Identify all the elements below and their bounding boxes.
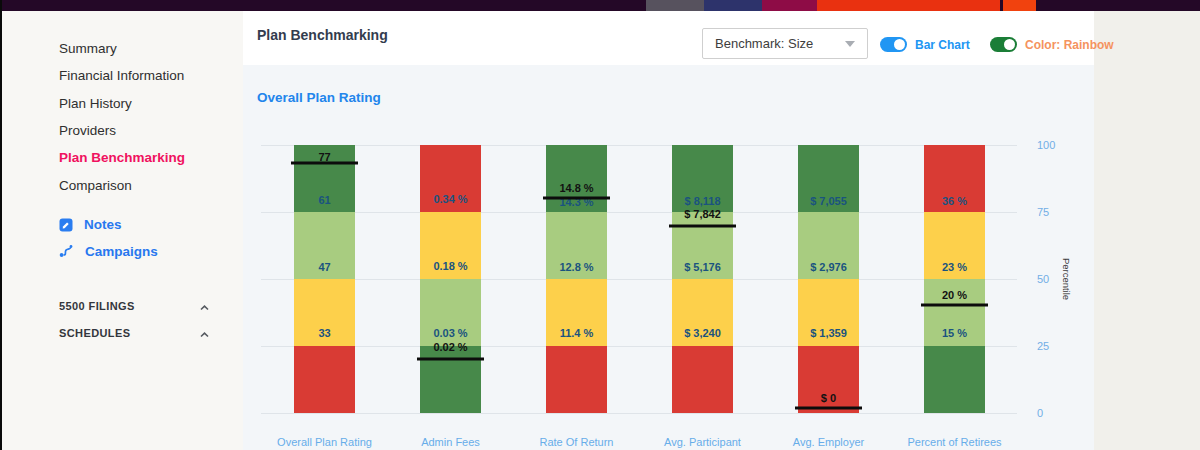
benchmark-chart-section: Overall Plan Rating Percentile 100755025…: [243, 65, 1094, 450]
plan-value-marker: [921, 303, 988, 306]
x-axis-category-label[interactable]: Avg. EmployerContributions /: [759, 435, 899, 450]
quartile-value-label: 0.03 %: [420, 327, 481, 339]
sidebar-section-schedules[interactable]: SCHEDULES: [59, 324, 209, 342]
x-axis-category-label[interactable]: Rate Of Return: [507, 435, 647, 450]
toggle-switch-icon[interactable]: [880, 37, 907, 52]
plan-value-marker: [291, 162, 358, 165]
x-axis-category-label[interactable]: Admin Fees: [381, 435, 521, 450]
segment-red-1: [817, 0, 1000, 11]
quartile-value-label: 12.8 %: [546, 261, 607, 273]
page-header: Plan Benchmarking Benchmark: Size Bar Ch…: [243, 11, 1094, 65]
benchmark-bar-rate-of-return[interactable]: 14.8 %14.3 %12.8 %11.4 %: [546, 145, 607, 413]
quartile-value-label: 11.4 %: [546, 327, 607, 339]
y-axis-tick: 25: [1037, 340, 1073, 352]
sidebar-item-plan-history[interactable]: Plan History: [59, 96, 132, 111]
sidebar-link-campaigns[interactable]: Campaigns: [59, 244, 158, 259]
quartile-segment-darkgreen: [420, 346, 481, 413]
color-rainbow-toggle-label: Color: Rainbow: [1025, 38, 1114, 52]
plan-value-label: 20 %: [924, 289, 985, 301]
chevron-up-icon: [200, 297, 209, 315]
page-title: Plan Benchmarking: [257, 27, 388, 43]
quartile-value-label: $ 3,240: [672, 327, 733, 339]
quartile-value-label: 33: [294, 327, 355, 339]
toggle-switch-icon[interactable]: [990, 37, 1017, 52]
benchmark-bar-avg-employer-contributions[interactable]: $ 7,055 $ 2,976 $ 1,359 $ 0: [798, 145, 859, 413]
gridline: [261, 279, 1017, 280]
quartile-segment-red: [672, 346, 733, 413]
color-rainbow-toggle[interactable]: Color: Rainbow: [990, 37, 1114, 52]
gridline: [261, 212, 1017, 213]
sidebar: Summary Financial Information Plan History…: [2, 11, 243, 450]
sidebar-item-plan-benchmarking[interactable]: Plan Benchmarking: [59, 150, 185, 165]
benchmark-dropdown-value: Benchmark: Size: [715, 36, 813, 51]
sidebar-item-summary[interactable]: Summary: [59, 41, 117, 56]
benchmark-dropdown[interactable]: Benchmark: Size: [702, 28, 868, 59]
quartile-value-label: 0.34 %: [420, 193, 481, 205]
plan-value-label: $ 0: [798, 392, 859, 404]
plan-value-marker: [669, 224, 736, 227]
quartile-value-label: $ 8,118: [672, 195, 733, 207]
sidebar-section-label: 5500 FILINGS: [59, 300, 135, 312]
quartile-value-label: $ 1,359: [798, 327, 859, 339]
plan-value-marker: [417, 358, 484, 361]
sidebar-link-label: Campaigns: [85, 244, 158, 259]
route-icon: [59, 244, 74, 258]
segment-red-2: [1003, 0, 1036, 11]
bar-chart-toggle-label: Bar Chart: [915, 38, 970, 52]
quartile-value-label: 23 %: [924, 261, 985, 273]
plan-value-marker: [795, 407, 862, 410]
quartile-value-label: 15 %: [924, 327, 985, 339]
x-axis-category-label[interactable]: Avg. ParticipantContributions: [633, 435, 773, 450]
sidebar-item-financial-information[interactable]: Financial Information: [59, 68, 184, 83]
top-bar: [0, 0, 1200, 11]
sidebar-link-label: Notes: [84, 217, 122, 232]
benchmark-bar-avg-participant-contributions[interactable]: $ 8,118$ 7,842 $ 5,176 $ 3,240: [672, 145, 733, 413]
quartile-segment-red: [546, 346, 607, 413]
quartile-value-label: $ 2,976: [798, 261, 859, 273]
y-axis-tick: 100: [1037, 139, 1073, 151]
plan-value-label: $ 7,842: [672, 208, 733, 220]
benchmark-bar-chart: Percentile 100755025077614733Overall Pla…: [261, 145, 1017, 413]
quartile-value-label: $ 7,055: [798, 195, 859, 207]
left-edge-strip: [0, 0, 2, 450]
y-axis-tick: 0: [1037, 407, 1073, 419]
quartile-value-label: $ 5,176: [672, 261, 733, 273]
y-axis-tick: 50: [1037, 273, 1073, 285]
x-axis-category-label[interactable]: Overall Plan Rating: [255, 435, 395, 450]
quartile-value-label: 61: [294, 194, 355, 206]
segment-gray: [646, 0, 704, 11]
quartile-value-label: 47: [294, 261, 355, 273]
segment-navy: [704, 0, 762, 11]
x-axis-category-label[interactable]: Percent of Retirees: [885, 435, 1025, 450]
chevron-up-icon: [200, 324, 209, 342]
chevron-down-icon: [845, 41, 855, 47]
note-edit-icon: [59, 218, 73, 232]
quartile-value-label: 0.18 %: [420, 260, 481, 272]
gridline: [261, 145, 1017, 146]
segment-maroon: [762, 0, 817, 11]
sidebar-section-5500-filings[interactable]: 5500 FILINGS: [59, 297, 209, 315]
gridline: [261, 413, 1017, 414]
quartile-value-label: 36 %: [924, 195, 985, 207]
sidebar-section-label: SCHEDULES: [59, 327, 130, 339]
plan-value-marker: [543, 197, 610, 200]
plan-value-label: 0.02 %: [420, 341, 481, 353]
plan-value-label: 14.8 %: [546, 182, 607, 194]
y-axis-tick: 75: [1037, 206, 1073, 218]
benchmark-bar-admin-fees[interactable]: 0.34 % 0.18 % 0.03 % 0.02 %: [420, 145, 481, 413]
quartile-segment-darkgreen: [924, 346, 985, 413]
quartile-segment-red: [294, 346, 355, 413]
sidebar-item-providers[interactable]: Providers: [59, 123, 116, 138]
benchmark-bar-overall-plan-rating[interactable]: 77614733: [294, 145, 355, 413]
main-panel: Plan Benchmarking Benchmark: Size Bar Ch…: [243, 11, 1094, 450]
gridline: [261, 346, 1017, 347]
sidebar-link-notes[interactable]: Notes: [59, 217, 122, 232]
bar-chart-toggle[interactable]: Bar Chart: [880, 37, 970, 52]
benchmark-bar-percent-of-retirees[interactable]: 36 % 23 % 20 % 15 %: [924, 145, 985, 413]
chart-title: Overall Plan Rating: [257, 90, 381, 105]
sidebar-item-comparison[interactable]: Comparison: [59, 178, 132, 193]
